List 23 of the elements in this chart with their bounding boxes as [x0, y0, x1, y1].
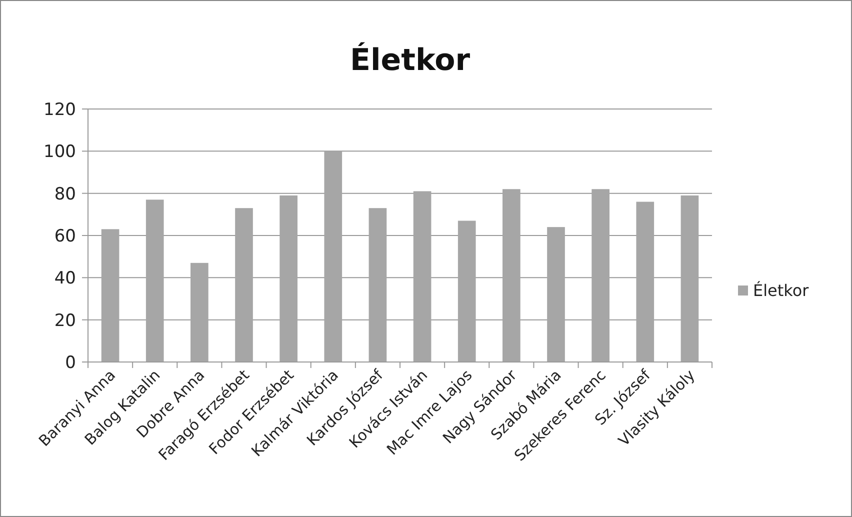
bar — [547, 227, 565, 362]
y-tick-label: 100 — [44, 142, 76, 162]
y-tick-label: 80 — [54, 184, 76, 204]
bar — [190, 262, 208, 362]
y-tick-label: 0 — [65, 352, 76, 373]
bar — [101, 229, 120, 362]
y-tick-label: 60 — [54, 226, 76, 246]
y-tick-label: 120 — [44, 100, 76, 120]
bar — [680, 195, 699, 362]
bar — [458, 220, 476, 362]
y-tick-label: 20 — [54, 310, 76, 331]
bar — [636, 202, 654, 362]
chart-title: Életkor — [350, 42, 470, 78]
bar — [146, 200, 164, 362]
bar — [368, 208, 387, 362]
y-tick-label: 40 — [54, 268, 76, 289]
bar — [502, 189, 520, 362]
bar — [280, 195, 298, 362]
bar — [324, 151, 342, 362]
bar — [413, 191, 432, 362]
legend-label: Életkor — [753, 281, 810, 300]
bar — [592, 189, 610, 362]
bar — [235, 208, 253, 362]
